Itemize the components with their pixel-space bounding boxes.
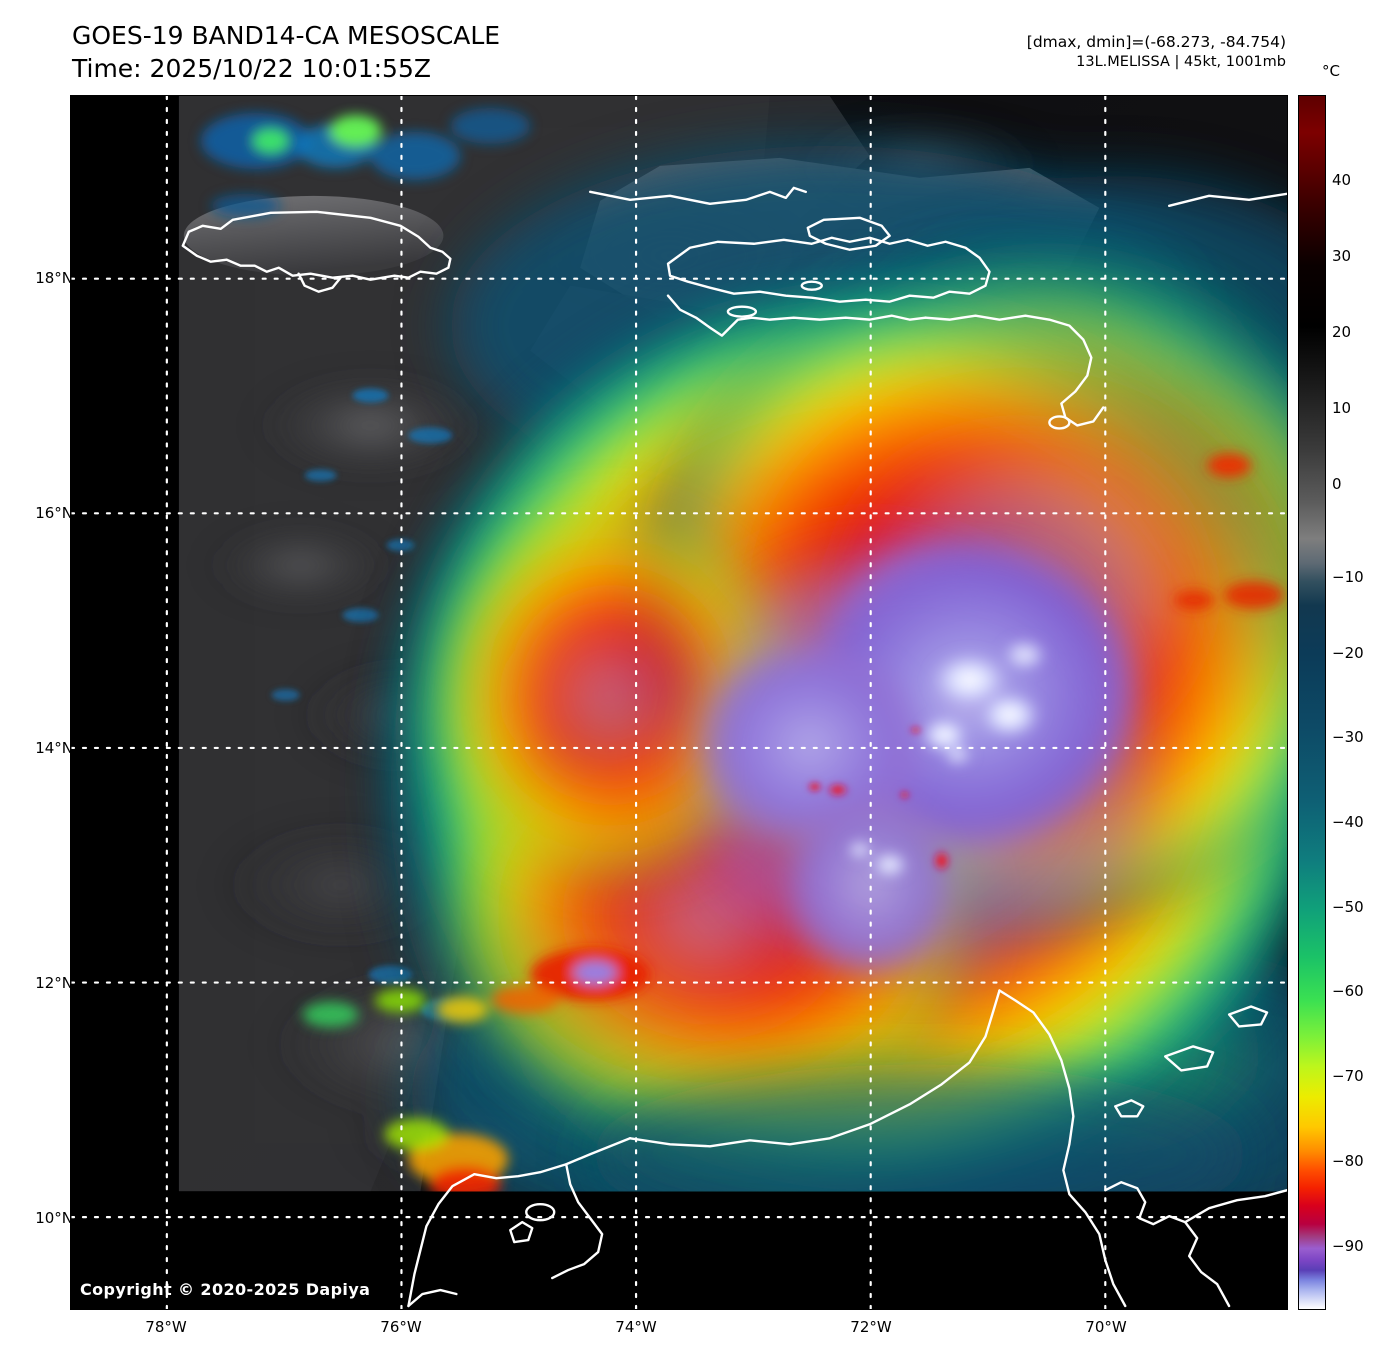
xtick-78W: 78°W <box>145 1318 187 1336</box>
cbtick-0: 0 <box>1332 475 1342 493</box>
cbtick-30: 30 <box>1332 247 1352 265</box>
cbtick-m90: −90 <box>1332 1237 1364 1255</box>
venezuela-north-coast <box>1183 1188 1287 1224</box>
colorbar-gradient <box>1299 96 1325 1309</box>
ytick-12N: 12°N <box>35 974 73 992</box>
cbtick-m70: −70 <box>1332 1067 1364 1085</box>
title-block: GOES-19 BAND14-CA MESOSCALE Time: 2025/1… <box>72 20 500 85</box>
bonaire-coastline <box>1227 1005 1269 1028</box>
coastlines-layer <box>181 186 1287 1308</box>
cbtick-20: 20 <box>1332 323 1352 341</box>
satellite-image-plot[interactable] <box>70 95 1288 1310</box>
cbtick-10: 10 <box>1332 399 1352 417</box>
cbtick-m60: −60 <box>1332 982 1364 1000</box>
cbtick-m80: −80 <box>1332 1152 1364 1170</box>
venezuela-gulf-west <box>998 989 1127 1308</box>
xtick-74W: 74°W <box>615 1318 657 1336</box>
panama-coast <box>407 1173 476 1308</box>
dominican-east-coast <box>924 314 1105 427</box>
ytick-10N: 10°N <box>35 1209 73 1227</box>
cbtick-m30: −30 <box>1332 728 1364 746</box>
curacao-coastline <box>1164 1045 1215 1072</box>
ytick-18N: 18°N <box>35 269 73 287</box>
cbtick-m50: −50 <box>1332 898 1364 916</box>
jamaica-south-bay <box>297 272 342 293</box>
storm-info-label: 13L.MELISSA | 45kt, 1001mb <box>1076 53 1286 70</box>
cuba-south-coast <box>588 186 807 206</box>
cbtick-40: 40 <box>1332 171 1352 189</box>
satellite-swath <box>178 96 1287 1192</box>
colombia-north-coast <box>628 989 1001 1148</box>
hispaniola-coastline <box>666 236 991 303</box>
jamaica-coastline <box>181 210 452 281</box>
hispaniola-south-coast <box>666 294 927 337</box>
timestamp-label: Time: 2025/10/22 10:01:55Z <box>72 53 431 83</box>
data-range-label: [dmax, dmin]=(-68.273, -84.754) <box>1026 33 1286 51</box>
colorbar-unit-label: °C <box>1322 62 1340 80</box>
lake-enriquillo <box>726 305 758 318</box>
metadata-block: [dmax, dmin]=(-68.273, -84.754) 13L.MELI… <box>1027 32 1286 72</box>
colombia-inland-coast <box>551 1163 604 1280</box>
colorbar[interactable] <box>1298 95 1326 1310</box>
northeast-island-coastline <box>1167 192 1287 208</box>
cbtick-m20: −20 <box>1332 644 1364 662</box>
overshooting-tops <box>845 637 1049 880</box>
graticule <box>71 96 1287 1309</box>
ytick-14N: 14°N <box>35 739 73 757</box>
ytick-16N: 16°N <box>35 504 73 522</box>
warm-pinholes <box>805 723 953 874</box>
cbtick-m40: −40 <box>1332 813 1364 831</box>
page-title: GOES-19 BAND14-CA MESOSCALE <box>72 21 501 50</box>
xtick-72W: 72°W <box>850 1318 892 1336</box>
xtick-70W: 70°W <box>1085 1318 1127 1336</box>
copyright-label: Copyright © 2020-2025 Dapiya <box>80 1280 371 1299</box>
panama-coast-detail <box>407 1288 458 1308</box>
cold-cloud-shield <box>689 555 1150 975</box>
small-bay <box>509 1220 534 1244</box>
aruba-coastline <box>1114 1099 1145 1118</box>
isolated-convection <box>302 453 1285 1192</box>
scattered-convection-nw <box>200 107 531 218</box>
south-cold-band <box>590 1064 1249 1192</box>
satellite-ir-canvas <box>71 96 1287 1309</box>
small-lake <box>800 280 823 291</box>
xtick-76W: 76°W <box>380 1318 422 1336</box>
cbtick-m10: −10 <box>1332 568 1364 586</box>
venezuela-gulf-east <box>1104 1181 1231 1308</box>
offshore-islet <box>1048 415 1071 430</box>
coastal-lagoon <box>525 1202 556 1222</box>
colombia-west-coast <box>473 1137 632 1180</box>
